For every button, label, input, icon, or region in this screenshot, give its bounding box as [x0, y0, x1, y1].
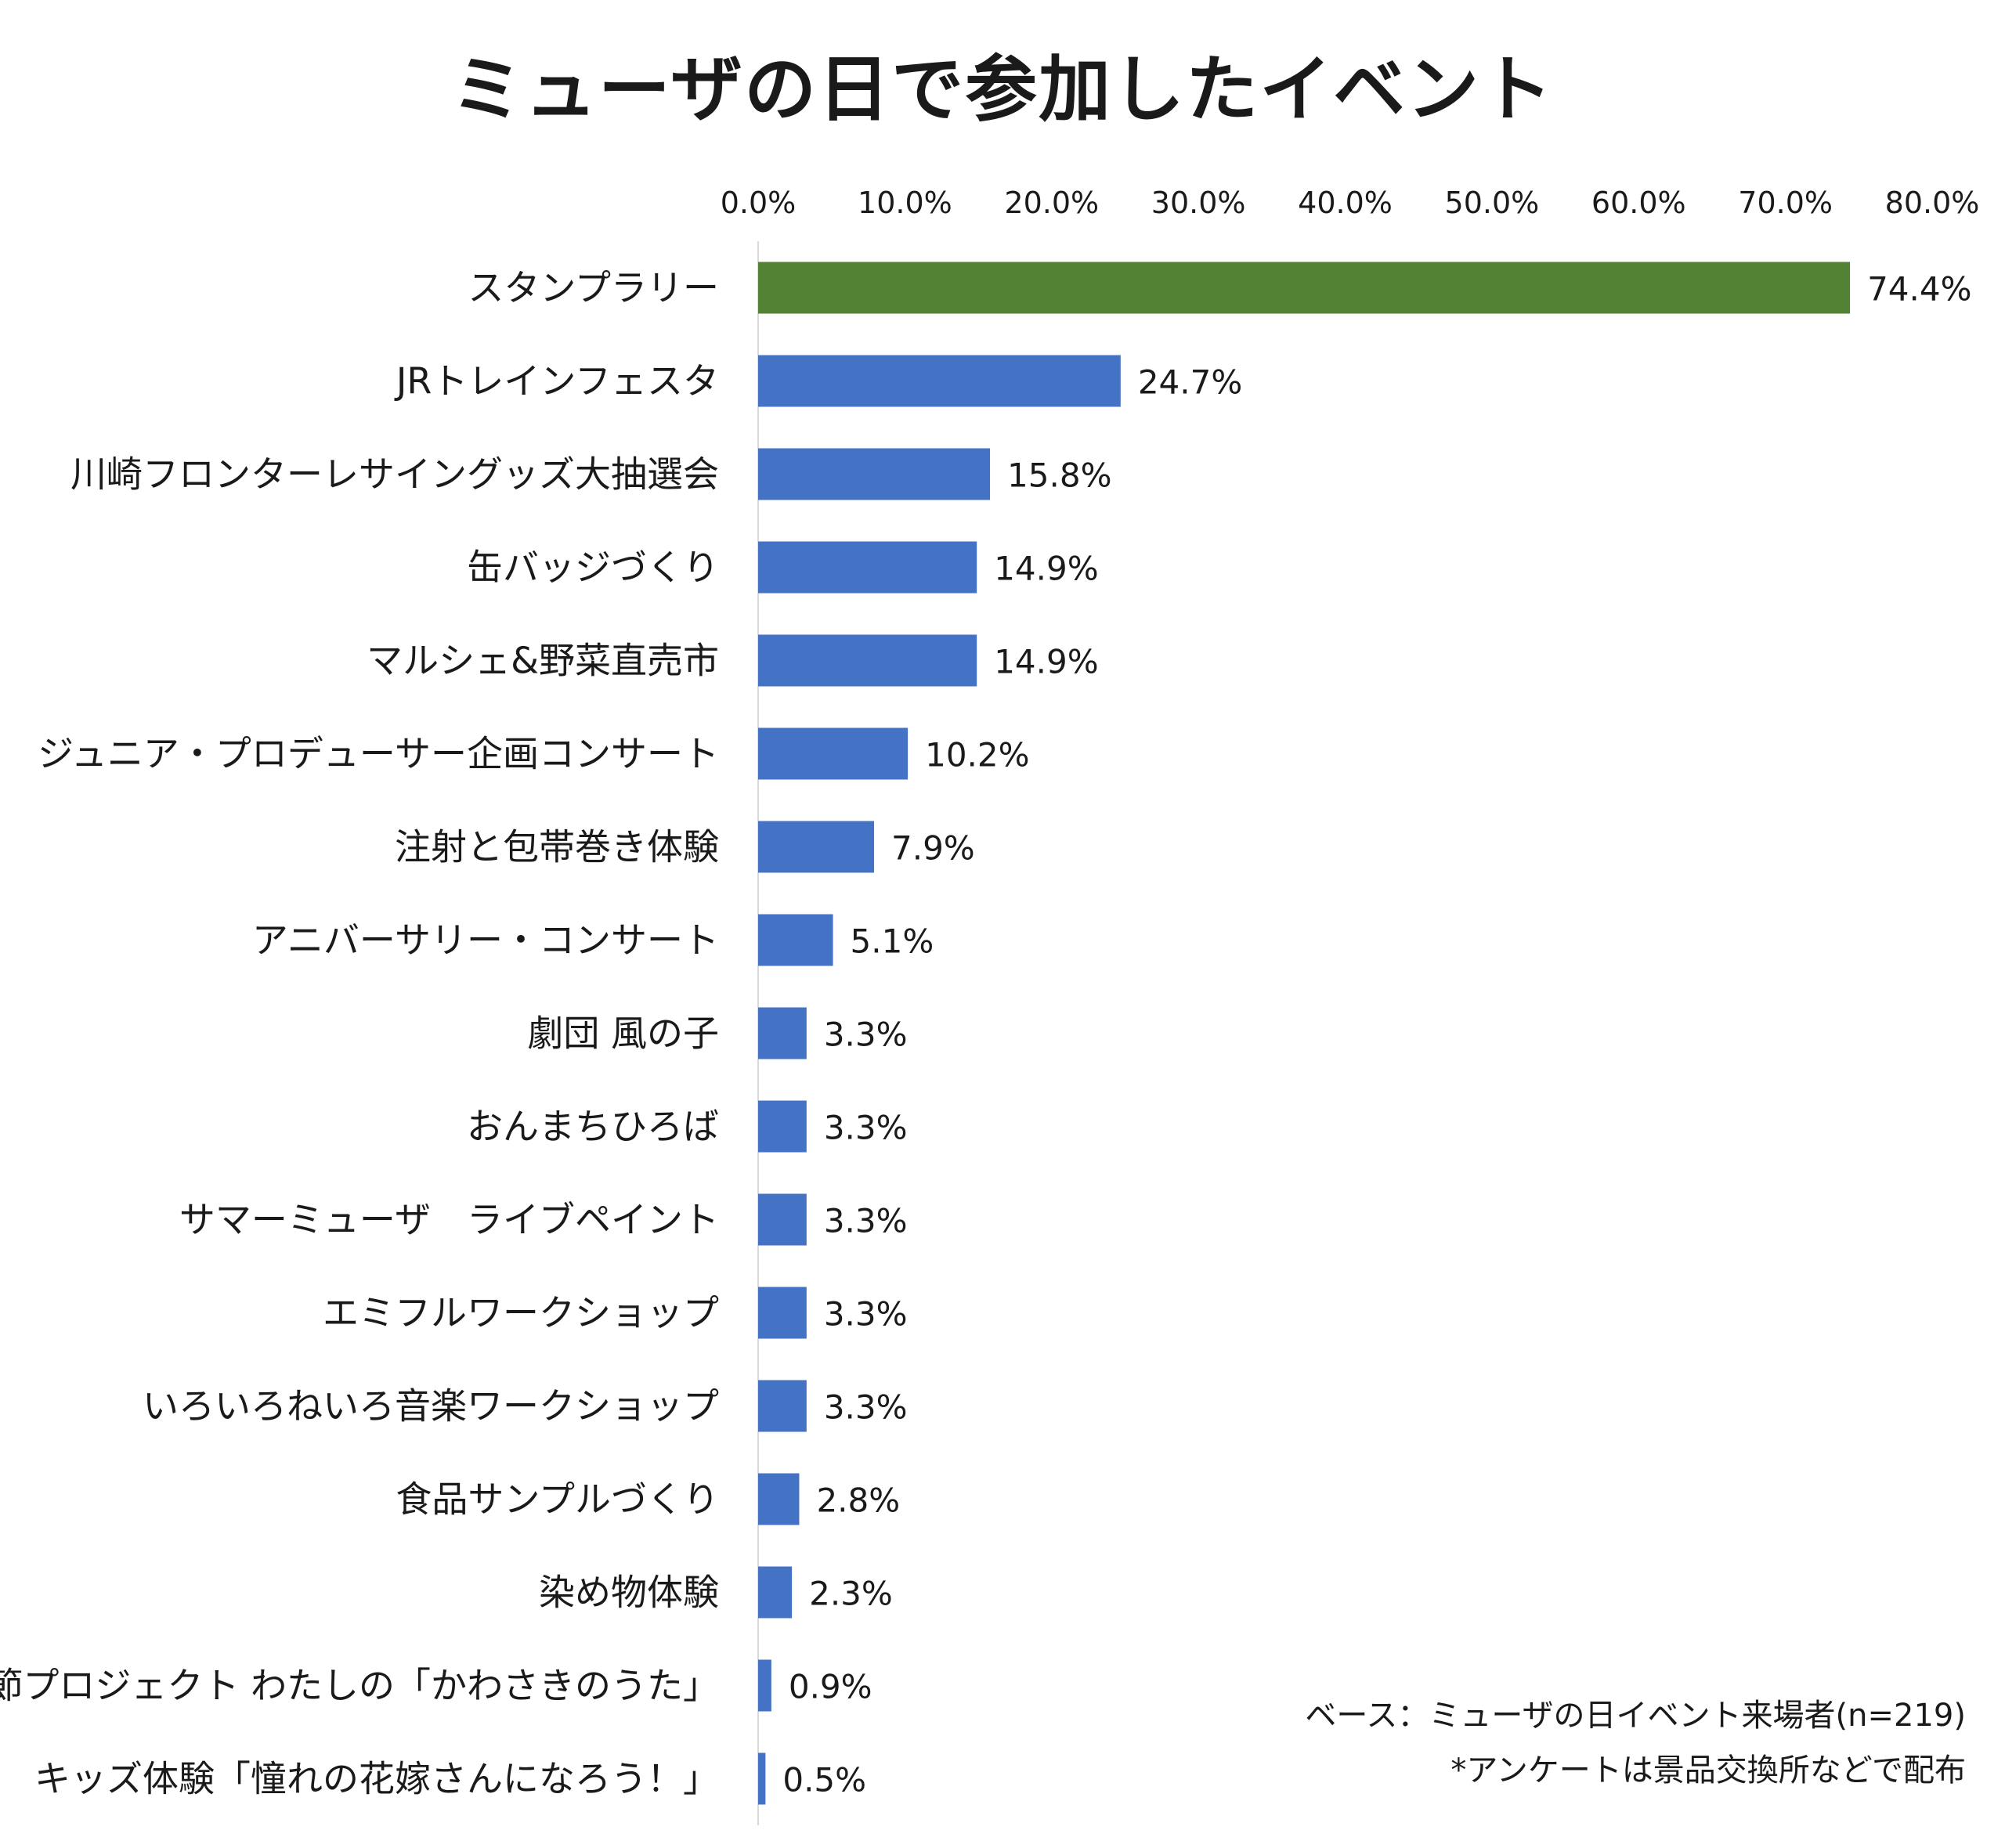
category-label: 劇団 風の子: [527, 1012, 719, 1055]
category-label: キッズ体験「憧れの花嫁さんになろう！」: [34, 1758, 719, 1800]
data-label: 14.9%: [994, 550, 1098, 588]
data-label: 0.5%: [782, 1761, 866, 1799]
bar: [758, 541, 977, 594]
bar: [758, 1752, 766, 1805]
bar: [758, 1287, 807, 1339]
data-label: 10.2%: [925, 736, 1029, 774]
category-label: 川崎フロンターレサイングッズ大抽選会: [70, 453, 719, 496]
category-label: 缶バッジづくり: [467, 547, 719, 589]
category-label: 注射と包帯巻き体験: [395, 826, 719, 868]
x-tick-label: 60.0%: [1591, 186, 1686, 220]
survey-note: *アンケートは景品交換所などで配布: [1450, 1752, 1966, 1788]
bar: [758, 1100, 807, 1153]
category-label: エミフルワークショップ: [323, 1292, 719, 1334]
data-label: 14.9%: [994, 643, 1098, 681]
x-tick-label: 10.0%: [858, 186, 952, 220]
bar: [758, 1380, 807, 1432]
x-tick-label: 20.0%: [1004, 186, 1099, 220]
category-label: 染め物体験: [539, 1572, 719, 1614]
category-label: スタンプラリー: [468, 267, 719, 309]
x-tick-label: 40.0%: [1298, 186, 1393, 220]
bar: [758, 727, 909, 780]
bar: [758, 448, 991, 500]
data-label: 3.3%: [824, 1202, 908, 1240]
data-label: 3.3%: [824, 1016, 908, 1054]
data-label: 74.4%: [1867, 270, 1971, 309]
data-label: 15.8%: [1007, 457, 1111, 495]
data-label: 2.8%: [816, 1482, 900, 1520]
bar: [758, 1473, 800, 1525]
category-label: ジュニア・プロデューサー企画コンサート: [38, 733, 719, 775]
data-label: 5.1%: [851, 922, 934, 961]
data-label: 3.3%: [824, 1388, 908, 1427]
bar: [758, 821, 875, 873]
category-label: 8小節プロジェクト わたしの「かわさきのうた」: [0, 1665, 719, 1707]
category-label: アニバーサリー・コンサート: [252, 919, 719, 962]
x-tick-label: 0.0%: [721, 186, 797, 220]
bar: [758, 1007, 807, 1059]
category-label: サマーミューザ ライブペイント: [179, 1199, 719, 1241]
data-label: 7.9%: [891, 829, 975, 868]
category-label: いろいろねいろ音楽ワークショップ: [143, 1385, 719, 1428]
bar: [758, 1659, 771, 1712]
category-label: マルシェ&野菜直売市: [367, 640, 719, 682]
bar: [758, 914, 833, 966]
category-label: 食品サンプルづくり: [396, 1478, 719, 1521]
bar: [758, 262, 1851, 314]
bar: [758, 1566, 793, 1619]
x-tick-label: 50.0%: [1445, 186, 1540, 220]
data-label: 0.9%: [789, 1668, 872, 1706]
data-label: 3.3%: [824, 1109, 908, 1147]
x-tick-label: 80.0%: [1885, 186, 1980, 220]
data-label: 24.7%: [1138, 363, 1242, 402]
data-label: 3.3%: [824, 1295, 908, 1334]
category-label: JRトレインフェスタ: [394, 360, 719, 402]
chart-title: ミューザの日で参加したイベント: [450, 48, 1555, 132]
bar: [758, 1193, 807, 1246]
data-label: 2.3%: [809, 1575, 893, 1613]
bar: [758, 634, 977, 687]
base-note: ベース：ミューザの日イベント来場者(n=219): [1305, 1698, 1966, 1734]
x-tick-label: 30.0%: [1151, 186, 1246, 220]
x-tick-label: 70.0%: [1738, 186, 1833, 220]
bar: [758, 355, 1121, 407]
category-label: おんまちひろば: [467, 1106, 719, 1148]
